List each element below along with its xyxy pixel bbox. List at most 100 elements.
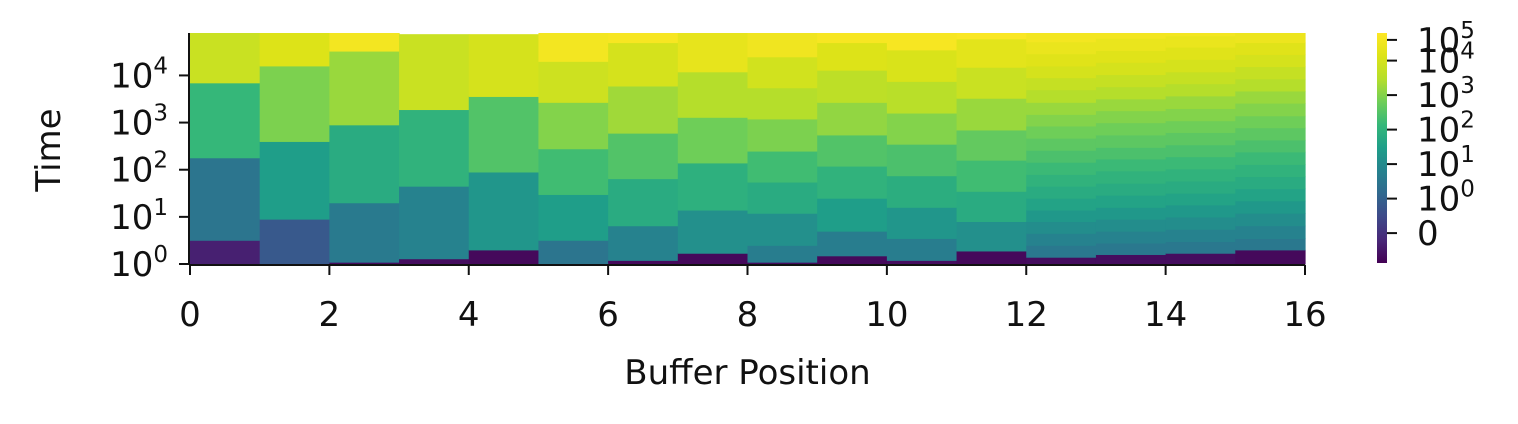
heatmap-cell xyxy=(190,157,261,241)
y-tick-label: 101 xyxy=(110,195,168,238)
x-tick-label: 14 xyxy=(1144,295,1187,335)
heatmap-cell xyxy=(1235,103,1306,117)
heatmap-cell xyxy=(1095,62,1167,76)
heatmap-cell xyxy=(886,144,958,177)
heatmap-cell xyxy=(1095,183,1167,196)
heatmap-cell xyxy=(1095,158,1167,172)
heatmap-cell xyxy=(1026,245,1097,258)
heatmap-cell xyxy=(1165,253,1236,265)
colorbar-tick-label: 105 xyxy=(1417,18,1475,61)
heatmap-cell xyxy=(886,33,958,51)
heatmap-cell xyxy=(190,33,261,84)
x-tick-label: 2 xyxy=(319,295,341,335)
heatmap-cell xyxy=(1026,65,1097,79)
heatmap-cell xyxy=(1165,180,1236,194)
x-tick-label: 10 xyxy=(865,295,908,335)
heatmap-cell xyxy=(747,33,818,58)
heatmap-cell xyxy=(817,165,888,199)
heatmap-cell xyxy=(1235,225,1306,239)
heatmap-cell xyxy=(1165,59,1236,73)
heatmap-cell xyxy=(1165,83,1236,97)
heatmap-cell xyxy=(399,109,470,187)
heatmap-cell xyxy=(1026,162,1097,175)
heatmap-cell xyxy=(1095,207,1167,220)
heatmap-cell xyxy=(329,262,400,265)
heatmap-cell xyxy=(1235,249,1306,265)
heatmap-cell xyxy=(677,71,749,118)
heatmap-cell xyxy=(538,33,609,62)
heatmap-cell xyxy=(399,34,470,111)
heatmap-cell xyxy=(817,70,888,103)
heatmap-cell xyxy=(1165,108,1236,122)
heatmap-cell xyxy=(608,260,679,265)
heatmap-cell xyxy=(1095,170,1167,184)
y-tick-label: 104 xyxy=(110,53,168,96)
heatmap-cell xyxy=(677,253,749,265)
heatmap-cell xyxy=(817,231,888,257)
heatmap-cell xyxy=(1026,41,1097,55)
heatmap-cell xyxy=(608,85,679,134)
heatmap-cell xyxy=(1165,144,1236,158)
heatmap-cell xyxy=(1235,164,1306,178)
heatmap-cell xyxy=(259,65,330,142)
heatmap-cell xyxy=(677,33,749,73)
heatmap-cell xyxy=(1165,47,1236,60)
x-tick-label: 0 xyxy=(179,295,201,335)
heatmap-cell xyxy=(956,129,1027,161)
heatmap-cell xyxy=(747,213,818,246)
heatmap-cell xyxy=(817,42,888,71)
heatmap-cell xyxy=(956,38,1027,68)
heatmap-cell xyxy=(956,191,1027,223)
heatmap-cell xyxy=(1235,200,1306,214)
heatmap-cell xyxy=(1026,150,1097,163)
x-tick-label: 8 xyxy=(737,295,759,335)
heatmap-cell xyxy=(1235,151,1306,165)
heatmap-cell xyxy=(1095,122,1167,136)
heatmap-cell xyxy=(259,141,330,220)
heatmap-cell xyxy=(1026,233,1097,246)
heatmap-cell xyxy=(1235,139,1306,153)
heatmap-cell xyxy=(886,49,958,82)
heatmap-cell xyxy=(1026,53,1097,67)
heatmap-cell xyxy=(399,258,470,265)
heatmap-cell xyxy=(1026,102,1097,115)
colorbar-tick-label: 100 xyxy=(1417,177,1475,220)
heatmap-cell xyxy=(1235,238,1306,251)
heatmap-cell xyxy=(1095,74,1167,88)
heatmap-cell xyxy=(1165,156,1236,170)
heatmap-cell xyxy=(1095,147,1167,160)
x-tick-label: 6 xyxy=(597,295,619,335)
x-axis-label: Buffer Position xyxy=(624,353,870,393)
heatmap-cell xyxy=(1235,54,1306,68)
heatmap-cell xyxy=(1165,71,1236,85)
heatmap-cell xyxy=(1235,115,1306,129)
heatmap-cell xyxy=(1095,86,1167,100)
heatmap-cell xyxy=(1235,78,1306,92)
colorbar-tick-label: 104 xyxy=(1417,39,1475,82)
heatmap-cell xyxy=(1026,125,1097,139)
heatmap-cell xyxy=(817,102,888,136)
heatmap-cell xyxy=(956,33,1027,40)
heatmap-cell xyxy=(1235,188,1306,202)
heatmap-cell xyxy=(747,56,818,89)
heatmap-cell xyxy=(956,160,1027,192)
heatmap-cell xyxy=(677,162,749,211)
heatmap-cell xyxy=(747,87,818,120)
heatmap-cell xyxy=(1026,186,1097,199)
heatmap-cell xyxy=(259,219,330,265)
heatmap-cell xyxy=(1095,134,1167,148)
heatmap-cell xyxy=(747,118,818,152)
x-tick-label: 12 xyxy=(1005,295,1048,335)
heatmap-cell xyxy=(747,181,818,214)
heatmap-cell xyxy=(886,238,958,261)
heatmap-cell xyxy=(1095,254,1167,265)
heatmap-cell xyxy=(538,240,609,265)
heatmap-cell xyxy=(886,175,958,208)
heatmap-cell xyxy=(190,240,261,265)
heatmap-cell xyxy=(1165,120,1236,133)
heatmap-cell xyxy=(1235,176,1306,190)
heatmap-cell xyxy=(190,82,261,159)
heatmap-cell xyxy=(956,221,1027,252)
